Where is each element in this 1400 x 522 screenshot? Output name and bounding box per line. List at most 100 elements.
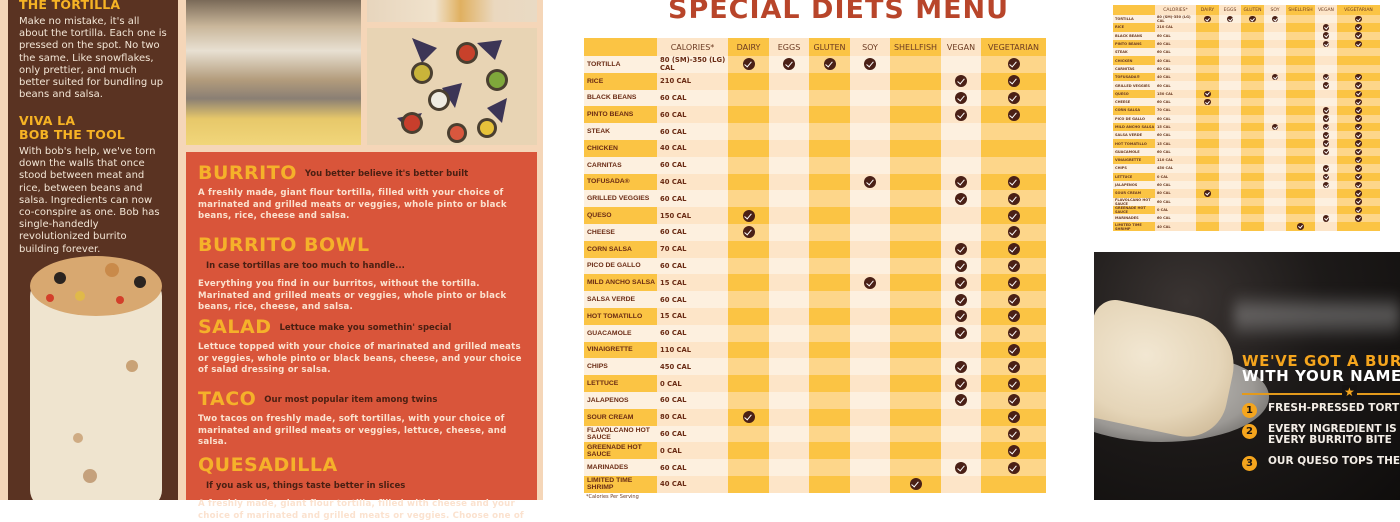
ingredient-name: TORTILLA: [584, 56, 657, 73]
ingredient-name: GRILLED VEGGIES: [1113, 81, 1155, 90]
calories-value: 60 CAL: [1155, 214, 1196, 223]
ingredient-name: LETTUCE: [1113, 172, 1155, 181]
column-header: DAIRY: [1196, 5, 1219, 15]
diet-cell: [1286, 205, 1315, 215]
diet-cell: [1196, 122, 1219, 132]
table-row: JALAPENOS 60 CAL: [1113, 180, 1380, 190]
table-row: GREENADE HOT SAUCE 0 CAL: [1113, 205, 1380, 215]
calories-footnote: *Calories Per Serving: [586, 494, 639, 500]
diet-cell: [1264, 156, 1286, 165]
diet-cell: [728, 223, 769, 241]
ingredient-name: SOUR CREAM: [584, 408, 657, 426]
calories-value: 70 CAL: [1155, 106, 1196, 115]
ingredient-name: VINAIGRETTE: [1113, 156, 1155, 165]
table-row: PINTO BEANS 60 CAL: [1113, 39, 1380, 49]
table-row: TORTILLA 80 (SM)-350 (LG) CAL: [584, 56, 1046, 73]
diet-cell: [890, 173, 941, 191]
diet-cell: [850, 173, 890, 191]
calories-value: 210 CAL: [657, 72, 728, 90]
diet-cell: [941, 425, 981, 443]
diet-cell: [769, 307, 809, 325]
column-header: EGGS: [1219, 5, 1241, 15]
checkmark-icon: [1007, 243, 1020, 256]
table-row: LETTUCE 0 CAL: [1113, 172, 1380, 181]
diet-cell: [1241, 122, 1264, 132]
diet-cell: [1196, 73, 1219, 82]
ingredient-name: PICO DE GALLO: [584, 257, 657, 275]
checkmark-icon: [1007, 360, 1020, 373]
diet-cell: [890, 156, 941, 174]
diet-cell: [1264, 15, 1286, 24]
calories-value: 80 CAL: [657, 408, 728, 426]
diet-cell: [1264, 214, 1286, 223]
diet-cell: [941, 442, 981, 460]
diet-cell: [809, 274, 850, 292]
item-description: A freshly made, giant flour tortilla, fi…: [198, 188, 507, 222]
diet-cell: [890, 341, 941, 359]
diet-cell: [1315, 81, 1337, 90]
diet-cell: [941, 123, 981, 140]
diet-cell: [890, 274, 941, 292]
diet-cell: [850, 223, 890, 241]
diet-cell: [728, 156, 769, 174]
table-row: CORN SALSA 70 CAL: [584, 240, 1046, 258]
ad-point-text-line1: EVERY INGREDIENT IS MI: [1268, 423, 1400, 435]
diet-cell: [1219, 139, 1241, 148]
diet-cell: [1196, 156, 1219, 165]
diet-cell: [1315, 214, 1337, 223]
diet-cell: [1196, 205, 1219, 215]
checkmark-icon: [1007, 276, 1020, 289]
diet-cell: [1337, 89, 1380, 98]
diet-cell: [728, 106, 769, 124]
viva-heading: VIVA LA BOB THE TOOL: [8, 114, 125, 142]
diet-cell: [1241, 97, 1264, 107]
diet-cell: [850, 56, 890, 73]
diet-cell: [1241, 89, 1264, 98]
checkmark-icon: [955, 394, 967, 407]
menu-item-burrito-bowl: BURRITO BOWL In case tortillas are too mu…: [198, 234, 528, 314]
diet-cell: [941, 375, 981, 392]
calories-value: 15 CAL: [657, 307, 728, 325]
diet-cell: [1337, 73, 1380, 82]
checkmark-icon: [1355, 32, 1362, 39]
diet-cell: [1196, 197, 1219, 206]
item-description: Everything you find in our burritos, wit…: [198, 279, 507, 313]
diet-cell: [1196, 222, 1219, 231]
diet-cell: [1241, 156, 1264, 165]
diet-cell: [1264, 205, 1286, 215]
calories-value: 0 CAL: [1155, 172, 1196, 181]
menu-item-burrito: BURRITO You better believe it's better bu…: [198, 162, 528, 223]
diet-cell: [1337, 64, 1380, 74]
table-row: SOUR CREAM 80 CAL: [584, 408, 1046, 426]
diet-cell: [941, 459, 981, 476]
checkmark-icon: [1355, 198, 1362, 205]
diet-cell: [1241, 139, 1264, 148]
ingredient-name: CHICKEN: [1113, 56, 1155, 65]
table-row: GREENADE HOT SAUCE 0 CAL: [584, 442, 1046, 460]
diet-cell: [769, 156, 809, 174]
menu-sidebar: THE TORTILLA Make no mistake, it's all a…: [8, 0, 178, 500]
checkmark-icon: [742, 58, 755, 71]
diet-cell: [1337, 81, 1380, 90]
checkmark-icon: [1007, 343, 1020, 356]
ad-headline-line2: WITH YOUR NAME: [1242, 367, 1400, 385]
diet-cell: [1315, 114, 1337, 123]
diet-cell: [890, 89, 941, 107]
table-row: CHEESE 60 CAL: [584, 223, 1046, 241]
diet-cell: [941, 274, 981, 292]
diet-cell: [1196, 147, 1219, 157]
checkmark-icon: [1355, 148, 1362, 156]
diet-cell: [1219, 114, 1241, 123]
diet-cell: [1219, 189, 1241, 198]
table-row: GUACAMOLE 60 CAL: [1113, 147, 1380, 157]
ingredient-name: GUACAMOLE: [584, 324, 657, 342]
diet-cell: [809, 291, 850, 308]
item-tagline: You better believe it's better built: [304, 169, 469, 179]
column-header: [1113, 5, 1155, 15]
diet-cell: [981, 56, 1046, 73]
diet-cell: [1219, 39, 1241, 49]
diet-cell: [981, 89, 1046, 107]
diet-cell: [809, 324, 850, 342]
diet-cell: [1196, 56, 1219, 65]
diet-cell: [941, 106, 981, 124]
